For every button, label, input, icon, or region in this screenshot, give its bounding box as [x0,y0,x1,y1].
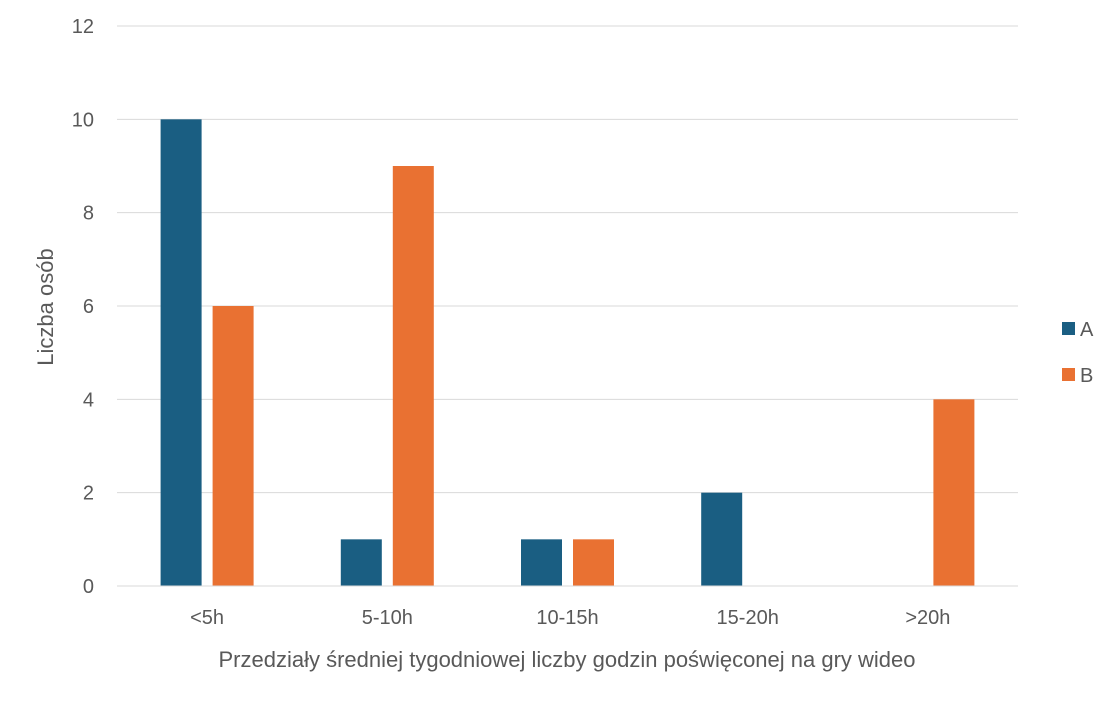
bar-A-1 [340,539,382,586]
x-tick-label: 5-10h [362,607,413,629]
axes: 0 2 4 6 8 10 12 <5h 5-10h 10-15h 15-20h >20h [72,16,1018,629]
bar-A-3 [701,492,743,586]
bar-B-2 [573,539,614,586]
y-tick-label: 4 [83,389,94,411]
bar-B-4 [933,399,975,586]
y-tick-label: 8 [83,203,94,225]
x-tick-label: 15-20h [717,607,779,629]
y-tick-label: 10 [72,109,94,131]
gridlines [117,25,1018,587]
x-tick-label: >20h [905,607,950,629]
bar-B-0 [212,306,254,586]
bar-A-2 [521,539,562,586]
legend-label: A [1080,319,1094,341]
legend-label: B [1080,365,1093,387]
x-tick-label: 10-15h [536,607,598,629]
y-tick-label: 2 [83,483,94,505]
legend-swatch-A [1062,322,1075,335]
bar-A-0 [160,119,202,586]
x-tick-label: <5h [190,607,224,629]
legend-swatch-B [1062,368,1075,381]
y-axis-title: Liczba osób [33,248,58,365]
legend: AB [1062,319,1094,387]
y-tick-label: 6 [83,296,94,318]
bars [160,119,975,586]
bar-B-1 [392,166,434,586]
y-tick-label: 12 [72,16,94,38]
x-axis-title: Przedziały średniej tygodniowej liczby g… [218,647,915,672]
y-tick-label: 0 [83,576,94,598]
